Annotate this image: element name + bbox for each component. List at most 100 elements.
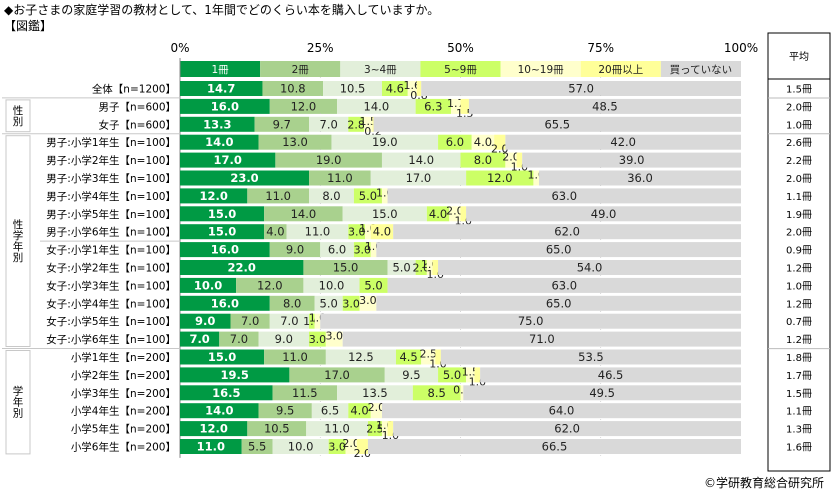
x-tick-label: 0%: [170, 41, 189, 55]
category-label: 男子:小学1年生【n=100】: [46, 136, 176, 149]
data-label: 14.0: [205, 135, 233, 149]
bar-segment: [353, 188, 382, 204]
bar-segment: [370, 224, 394, 240]
bar-segment: [230, 313, 270, 329]
bar-segment: [180, 439, 242, 454]
data-label: 16.5: [212, 386, 240, 400]
group-label: 年: [13, 396, 24, 409]
legend-swatch: [580, 61, 661, 77]
average-value: 1.1冊: [786, 192, 812, 203]
legend-label: 10~19冊: [518, 64, 565, 76]
bar-segment: [342, 206, 427, 222]
bar-segment: [180, 224, 265, 240]
data-label: 2.0: [354, 447, 372, 460]
data-label: 5.0: [364, 278, 382, 292]
legend-swatch: [660, 61, 741, 77]
legend-swatch: [340, 61, 421, 77]
data-label: 2.5: [366, 423, 384, 436]
chart-title: ◆お子さまの家庭学習の教材として、1年間でどのくらい本を購入していますか。: [4, 3, 440, 17]
bar-segment: [309, 116, 349, 132]
data-label: 9.5: [276, 404, 294, 418]
bar-segment: [376, 242, 741, 258]
category-label: 女子:小学4年生【n=100】: [46, 297, 176, 310]
data-label: 7.0: [241, 314, 259, 328]
data-label: 15.0: [208, 225, 236, 239]
data-label: 57.0: [568, 82, 594, 96]
bar-segment: [387, 421, 394, 437]
bar-segment: [264, 206, 343, 222]
data-label: 14.0: [408, 153, 434, 167]
average-value: 0.7冊: [786, 317, 812, 328]
bar-segment: [331, 134, 439, 150]
bar-segment: [356, 439, 368, 454]
data-label: 71.0: [529, 332, 555, 346]
bar-segment: [373, 116, 741, 132]
category-label: 女子:小学1年生【n=100】: [46, 244, 176, 257]
bar-segment: [393, 224, 741, 240]
bar-segment: [426, 206, 450, 222]
average-value: 2.0冊: [786, 228, 812, 239]
data-label: 2.0: [491, 143, 509, 156]
bar-segment: [348, 116, 365, 132]
category-label: 男子【n=600】: [99, 101, 177, 113]
category-label: 女子:小学5年生【n=100】: [46, 315, 176, 328]
data-label: 42.0: [610, 135, 636, 149]
bar-segment: [345, 439, 357, 454]
bar-segment: [359, 295, 377, 311]
data-label: 16.0: [211, 99, 239, 113]
bar-segment: [269, 295, 315, 311]
bar-segment: [180, 421, 248, 437]
bar-segment: [269, 313, 310, 329]
category-label: 小学4年生【n=200】: [71, 405, 176, 418]
bar-segment: [381, 188, 388, 204]
data-label: 49.5: [589, 386, 615, 400]
data-label: 9.0: [286, 243, 304, 257]
category-label: 女子【n=600】: [99, 118, 177, 131]
data-label: 62.0: [554, 422, 580, 436]
average-value: 2.0冊: [786, 174, 812, 185]
bar-segment: [370, 170, 467, 186]
data-label: 10.5: [264, 422, 290, 436]
average-value: 1.1冊: [786, 407, 812, 418]
data-label: 65.5: [544, 117, 570, 131]
data-label: 15.0: [372, 207, 398, 221]
data-label: 65.0: [546, 243, 572, 257]
group-box: [5, 135, 31, 347]
legend-swatch: [260, 61, 341, 77]
bar-segment: [309, 188, 354, 204]
data-label: 11.0: [197, 440, 225, 454]
data-label: 8.0: [322, 189, 340, 203]
bar-segment: [180, 98, 270, 114]
data-label: 62.0: [554, 225, 580, 239]
bar-segment: [412, 385, 461, 401]
bar-segment: [381, 421, 388, 437]
data-label: 39.0: [619, 153, 645, 167]
bar-segment: [393, 421, 741, 437]
category-label: 全体【n=1200】: [92, 83, 176, 96]
category-label: 男子:小学4年生【n=100】: [46, 190, 176, 203]
bar-segment: [415, 260, 427, 275]
bar-segment: [370, 242, 377, 258]
average-value: 2.2冊: [786, 156, 812, 167]
bar-segment: [342, 295, 360, 311]
data-label: 1.7: [447, 97, 465, 110]
data-label: 3.0: [359, 294, 377, 307]
bar-segment: [303, 260, 388, 275]
data-label: 11.5: [292, 386, 318, 400]
data-label: 7.0: [189, 332, 209, 346]
chart-subtitle: 【図鑑】: [4, 19, 53, 33]
data-label: 10.8: [280, 82, 306, 96]
data-label: 3.0: [326, 330, 344, 343]
bar-segment: [505, 134, 741, 150]
bar-segment: [258, 331, 310, 347]
bar-segment: [264, 349, 326, 365]
data-label: 6.0: [446, 135, 464, 149]
bar-segment: [364, 116, 373, 132]
category-label: 小学3年生【n=200】: [71, 387, 176, 400]
category-label: 小学1年生【n=200】: [71, 351, 176, 364]
data-label: 4.0: [350, 404, 368, 418]
bar-segment: [311, 403, 349, 419]
bar-segment: [180, 367, 290, 383]
data-label: 2.8: [347, 118, 365, 131]
data-label: 17.0: [406, 171, 432, 185]
